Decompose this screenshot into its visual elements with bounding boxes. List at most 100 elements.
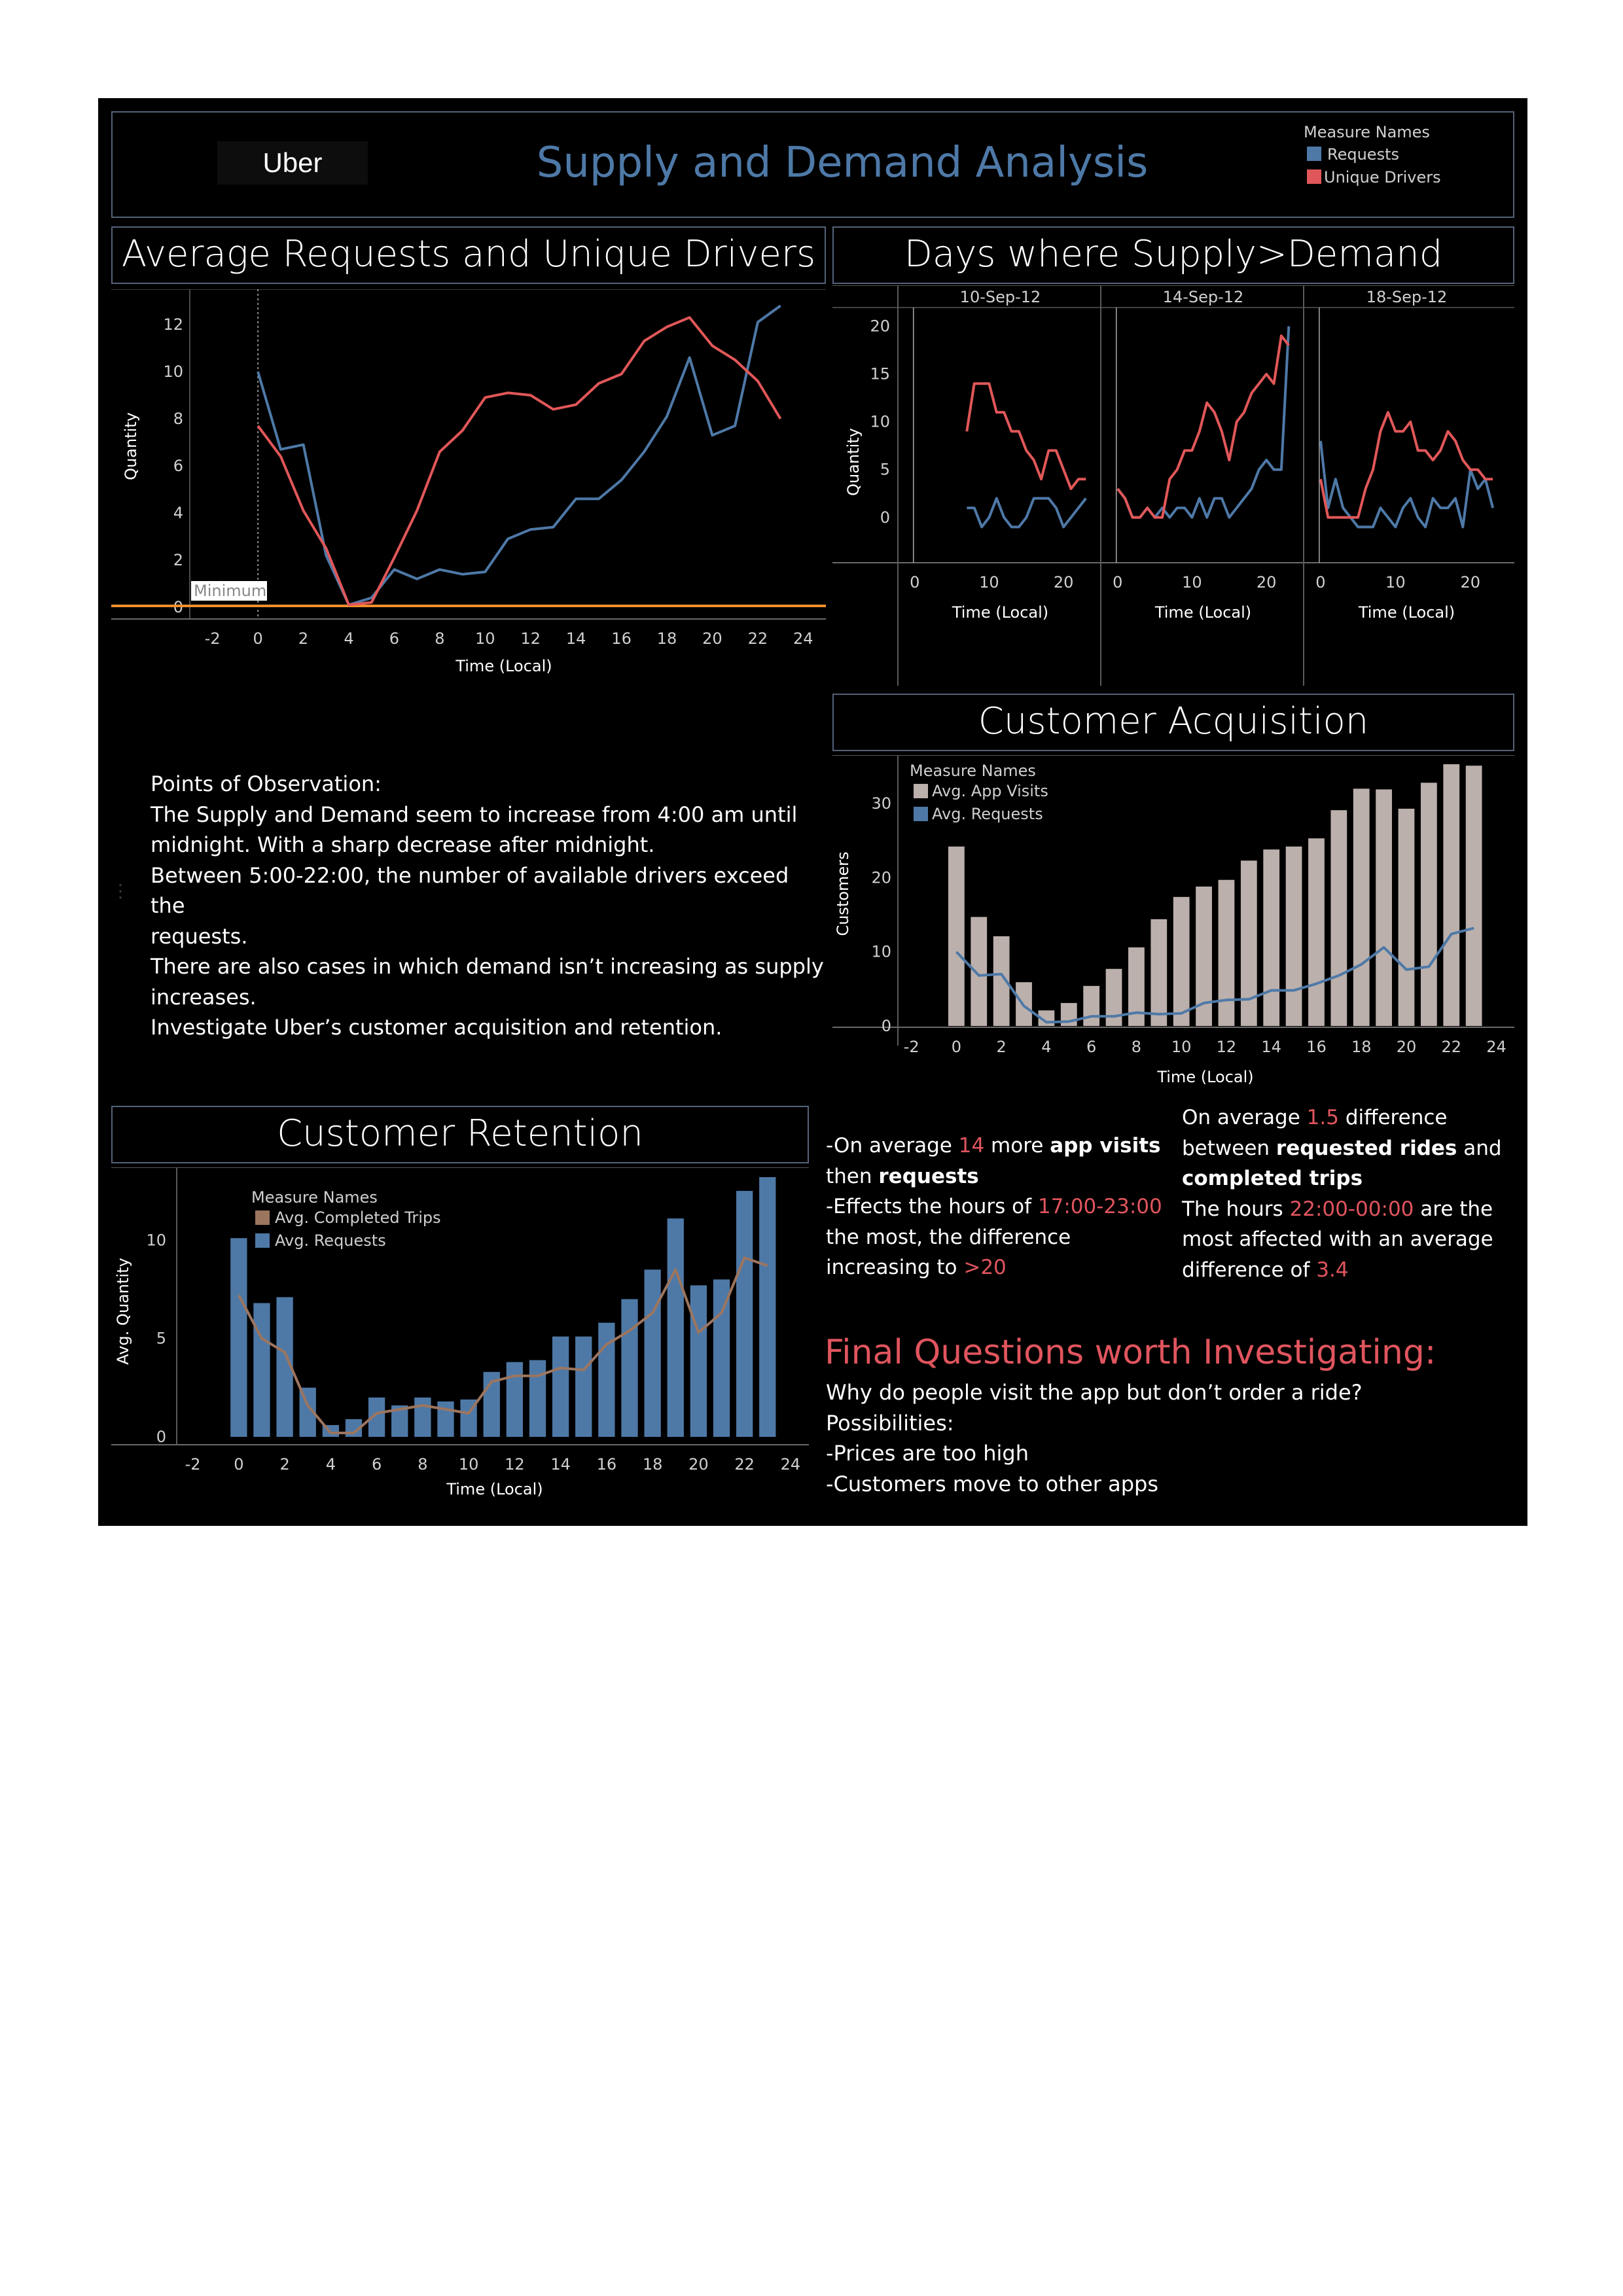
header-panel: Uber Supply and Demand Analysis Measure … xyxy=(111,111,1514,218)
legend-swatch-requests xyxy=(1307,147,1321,161)
x-tick-label: 20 xyxy=(1257,573,1277,592)
dashboard: Uber Supply and Demand Analysis Measure … xyxy=(98,98,1527,1526)
y-tick-label: 4 xyxy=(173,504,183,522)
visits-note-line: then requests xyxy=(826,1164,979,1188)
observation-line: Investigate Uber’s customer acquisition … xyxy=(151,1015,722,1040)
x-tick-label: 0 xyxy=(952,1038,961,1056)
legend-label-app-visits: Avg. App Visits xyxy=(932,782,1048,800)
y-tick-label: 2 xyxy=(173,551,183,569)
y-tick-label: 10 xyxy=(163,362,183,381)
final-questions: Why do people visit the app but don’t or… xyxy=(826,1377,1480,1499)
x-tick-label: 24 xyxy=(781,1455,801,1474)
observations-heading: Points of Observation: xyxy=(151,771,382,796)
legend-title: Measure Names xyxy=(251,1188,378,1207)
customer-acquisition-chart: Customers Time (Local) Measure Names Avg… xyxy=(832,755,1514,1086)
series-line-unique-drivers xyxy=(965,382,1086,490)
dashboard-title: Supply and Demand Analysis xyxy=(536,139,1149,187)
bar-app-visits xyxy=(1420,783,1437,1026)
bar-app-visits xyxy=(1308,838,1325,1026)
legend-label-completed-trips: Avg. Completed Trips xyxy=(275,1209,441,1227)
uber-logo: Uber xyxy=(217,141,368,185)
bar-requests xyxy=(759,1177,776,1437)
facet-header-label: 18-Sep-12 xyxy=(1366,288,1448,306)
x-tick-label: 22 xyxy=(734,1455,755,1474)
avg-title-box: Average Requests and Unique Drivers xyxy=(111,226,826,284)
completed-note-line: between requested rides and xyxy=(1182,1136,1502,1160)
legend-swatch-requests xyxy=(914,807,928,821)
x-tick-label: 22 xyxy=(1441,1038,1461,1056)
bar-requests xyxy=(230,1238,247,1437)
x-tick-label: 24 xyxy=(1486,1038,1507,1056)
x-axis-title: Time (Local) xyxy=(446,1480,543,1498)
x-tick-label: 10 xyxy=(979,573,999,592)
x-tick-label: 22 xyxy=(748,629,768,648)
facet-header-label: 10-Sep-12 xyxy=(960,288,1041,306)
bar-app-visits xyxy=(1263,849,1280,1026)
visits-note-line: -On average 14 more app visits xyxy=(826,1134,1161,1157)
x-tick-label: 0 xyxy=(1113,573,1122,592)
acq-panel-title: Customer Acquisition xyxy=(978,700,1369,743)
drag-handle[interactable]: ⋮ xyxy=(111,881,130,901)
x-axis-title: Time (Local) xyxy=(1358,603,1455,622)
y-tick-label: 0 xyxy=(882,1017,891,1035)
x-tick-label: 18 xyxy=(1351,1038,1372,1056)
x-axis-title: Time (Local) xyxy=(952,603,1048,622)
series-line-unique-drivers xyxy=(1116,334,1290,519)
y-tick-label: 20 xyxy=(870,317,890,336)
bar-app-visits xyxy=(1398,808,1415,1026)
y-tick-label: 0 xyxy=(880,508,890,527)
x-tick-label: 10 xyxy=(1171,1038,1192,1056)
facet-header-label: 14-Sep-12 xyxy=(1163,288,1244,306)
final-line: -Customers move to other apps xyxy=(826,1471,1158,1496)
legend-swatch-unique-drivers xyxy=(1307,169,1321,184)
bar-app-visits xyxy=(1465,766,1482,1026)
legend-title: Measure Names xyxy=(910,762,1036,780)
completed-note-line: difference of 3.4 xyxy=(1182,1258,1349,1282)
bar-app-visits xyxy=(1083,985,1100,1026)
x-tick-label: 20 xyxy=(1397,1038,1417,1056)
avg-panel-title: Average Requests and Unique Drivers xyxy=(121,233,816,275)
legend-title: Measure Names xyxy=(1304,123,1430,141)
observation-line: increases. xyxy=(151,984,257,1010)
completed-note-line: The hours 22:00-00:00 are the xyxy=(1182,1197,1493,1221)
legend-swatch-app-visits xyxy=(914,784,928,798)
y-axis-title: Customers xyxy=(834,851,852,936)
bar-app-visits xyxy=(1240,860,1257,1026)
y-axis-title: Avg. Quantity xyxy=(114,1258,132,1364)
bar-requests xyxy=(437,1401,454,1437)
y-tick-label: 5 xyxy=(156,1330,166,1348)
legend-swatch-completed-trips xyxy=(255,1210,270,1225)
x-tick-label: 4 xyxy=(326,1455,336,1474)
bar-app-visits xyxy=(948,846,965,1026)
x-tick-label: 12 xyxy=(520,629,541,648)
avg-requests-drivers-chart: Quantity Time (Local) 024681012-20246810… xyxy=(111,289,826,675)
x-tick-label: 6 xyxy=(1086,1038,1096,1056)
y-tick-label: 5 xyxy=(880,461,890,479)
legend-label-requests: Requests xyxy=(1327,145,1399,164)
legend-label-requests: Avg. Requests xyxy=(932,805,1043,823)
x-axis-title: Time (Local) xyxy=(1156,1068,1253,1086)
ret-title-box: Customer Retention xyxy=(111,1106,809,1163)
observation-line: Between 5:00-22:00, the number of availa… xyxy=(151,862,789,919)
x-tick-label: 4 xyxy=(1041,1038,1051,1056)
y-tick-label: 12 xyxy=(163,315,183,334)
final-line: Possibilities: xyxy=(826,1410,954,1436)
observation-line: midnight. With a sharp decrease after mi… xyxy=(151,832,655,857)
final-line: Why do people visit the app but don’t or… xyxy=(826,1380,1363,1405)
x-tick-label: 8 xyxy=(1132,1038,1141,1056)
completed-note-line: completed trips xyxy=(1182,1167,1363,1190)
y-tick-label: 6 xyxy=(173,457,183,475)
bar-requests xyxy=(414,1397,431,1437)
x-axis-title: Time (Local) xyxy=(455,657,552,675)
series-line-requests xyxy=(257,304,781,607)
minimum-label: Minimum xyxy=(194,582,266,600)
visits-note-line: -Effects the hours of 17:00-23:00 xyxy=(826,1195,1162,1218)
visits-note-line: increasing to >20 xyxy=(826,1256,1007,1279)
header-legend: Measure Names Requests Unique Drivers xyxy=(1304,123,1441,186)
bar-requests xyxy=(575,1336,592,1437)
legend-label-unique-drivers: Unique Drivers xyxy=(1324,168,1441,186)
x-tick-label: 14 xyxy=(566,629,586,648)
bar-app-visits xyxy=(1173,896,1190,1026)
y-axis-title: Quantity xyxy=(122,412,140,480)
x-tick-label: 16 xyxy=(611,629,632,648)
